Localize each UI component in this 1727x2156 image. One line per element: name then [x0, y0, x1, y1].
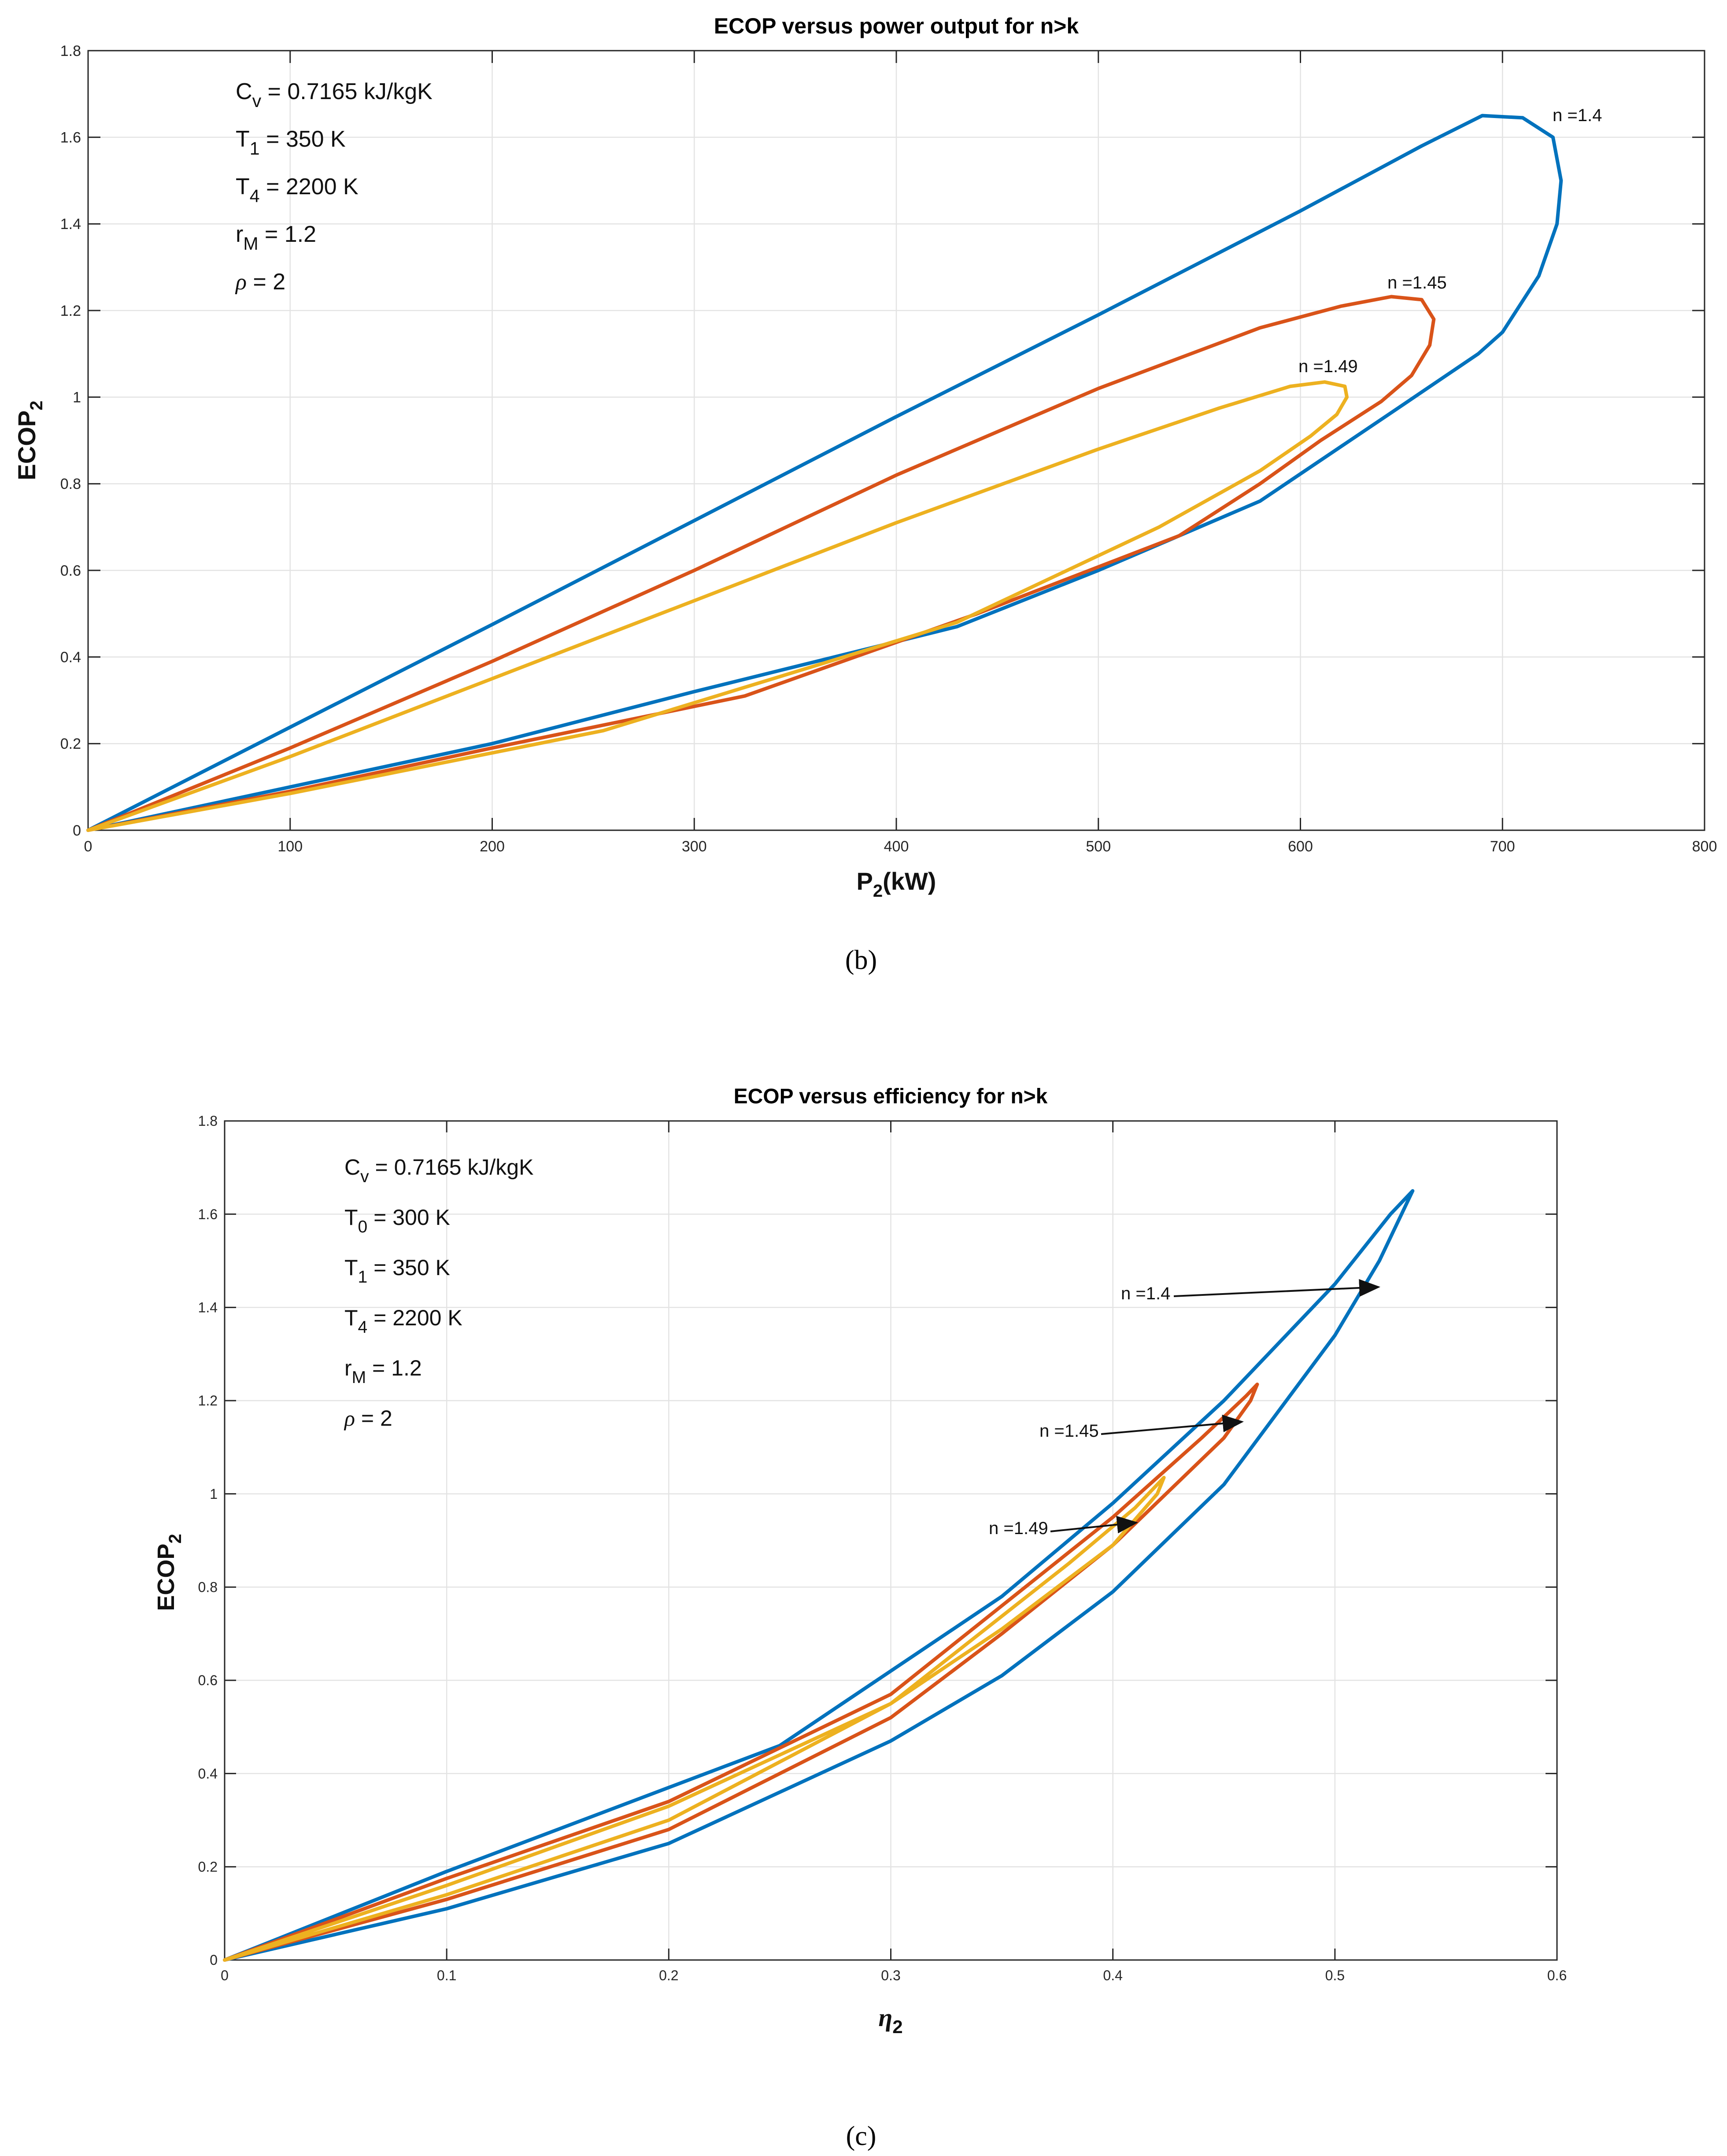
chart-title-c: ECOP versus efficiency for n>k [734, 1085, 1048, 1108]
x-tick-label: 0.1 [437, 1967, 456, 1983]
ticks-c: 0 0.1 0.2 0.3 0.4 0.5 0.6 0 0.2 0.4 0.6 0.8 1 1.2 1.4 1… [198, 1113, 1567, 1983]
x-tick-label: 0.5 [1325, 1967, 1345, 1983]
x-tick-label: 0.4 [1103, 1967, 1122, 1983]
y-axis-label-b: ECOP2 [13, 401, 46, 481]
series-line-145 [86, 295, 1436, 832]
grid-c [224, 1120, 1558, 1961]
y-tick-label: 0.8 [198, 1579, 218, 1595]
parameter-line: T1 = 350 K [236, 126, 346, 159]
parameter-line: ρ = 2 [344, 1406, 392, 1431]
series-b [86, 114, 1563, 832]
x-axis-label-c: η2 [878, 2003, 902, 2037]
y-tick-label: 0.4 [198, 1766, 218, 1782]
parameter-line: rM = 1.2 [344, 1356, 422, 1387]
annotation-label-c-n149: n =1.49 [989, 1519, 1048, 1538]
annotation-label-c-n145: n =1.45 [1039, 1421, 1099, 1441]
y-tick-label: 1.6 [198, 1206, 218, 1222]
y-tick-label: 0.2 [60, 736, 81, 752]
y-tick-label: 0.8 [60, 476, 81, 492]
y-tick-label: 1.2 [198, 1393, 218, 1409]
x-tick-label: 500 [1086, 838, 1111, 855]
series-line-149 [86, 380, 1349, 832]
y-tick-label: 1.6 [60, 129, 81, 146]
parameter-line: Cv = 0.7165 kJ/kgK [236, 79, 433, 111]
x-tick-label: 0.6 [1547, 1967, 1567, 1983]
annotation-label-c-n14: n =1.4 [1121, 1284, 1170, 1303]
x-tick-label: 0.3 [881, 1967, 900, 1983]
x-axis-label-b: P2(kW) [857, 867, 936, 901]
parameter-line: T4 = 2200 K [236, 174, 359, 206]
parameter-line: Cv = 0.7165 kJ/kgK [344, 1155, 533, 1186]
x-tick-label: 300 [682, 838, 707, 855]
series-line-145 [223, 1383, 1259, 1962]
parameter-line: ρ = 2 [235, 269, 285, 295]
y-tick-label: 1.8 [60, 43, 81, 59]
annotation-arrow-c-n145 [1101, 1414, 1244, 1435]
parameter-line: rM = 1.2 [236, 222, 316, 254]
ticks-b: 0 100 200 300 400 500 600 700 800 0 0.2 0.4 0.6 0.8 1 1… [60, 43, 1717, 855]
y-axis-label-c: ECOP2 [153, 1534, 185, 1611]
annotation-arrow-c-n149 [1050, 1516, 1138, 1534]
x-tick-label: 700 [1490, 838, 1515, 855]
annotation-c-n145: n =1.45 [1039, 1414, 1244, 1441]
y-tick-label: 0.4 [60, 649, 81, 666]
y-tick-label: 1.4 [60, 216, 81, 233]
curve-label-b-n14: n =1.4 [1553, 106, 1602, 125]
y-tick-label: 0 [210, 1952, 218, 1968]
annotation-c-n14: n =1.4 [1121, 1279, 1380, 1303]
chart-title-b: ECOP versus power output for n>k [714, 14, 1079, 38]
series-line-149 [223, 1476, 1166, 1962]
chart-b: 0 100 200 300 400 500 600 700 800 0 0.2 0.4 0.6 0.8 1 1… [13, 14, 1717, 975]
parameter-line: T0 = 300 K [344, 1205, 450, 1236]
x-tick-label: 0.2 [659, 1967, 678, 1983]
annotation-c-n149: n =1.49 [989, 1516, 1138, 1538]
y-tick-label: 0.6 [60, 562, 81, 579]
panel-label-b: (b) [845, 945, 877, 975]
y-tick-label: 1 [210, 1486, 218, 1502]
parameter-line: T4 = 2200 K [344, 1305, 462, 1337]
x-tick-label: 400 [884, 838, 909, 855]
chart-c: 0 0.1 0.2 0.3 0.4 0.5 0.6 0 0.2 0.4 0.6 0.8 1 1.2 1.4 1… [153, 1085, 1567, 2151]
x-tick-label: 0 [221, 1967, 229, 1983]
grid-b [87, 50, 1705, 831]
series-c [223, 1189, 1415, 1962]
curve-label-b-n149: n =1.49 [1298, 357, 1358, 376]
x-tick-label: 600 [1288, 838, 1313, 855]
y-tick-label: 0.6 [198, 1672, 218, 1688]
y-tick-label: 1.4 [198, 1300, 218, 1316]
y-tick-label: 1.8 [198, 1113, 218, 1129]
curve-label-b-n145: n =1.45 [1387, 273, 1447, 292]
x-tick-label: 800 [1692, 838, 1717, 855]
y-tick-label: 1.2 [60, 303, 81, 319]
parameter-line: T1 = 350 K [344, 1255, 450, 1287]
x-tick-label: 100 [277, 838, 303, 855]
x-tick-label: 0 [84, 838, 92, 855]
series-line-14 [223, 1189, 1415, 1962]
y-tick-label: 0.2 [198, 1859, 218, 1875]
x-tick-label: 200 [480, 838, 505, 855]
y-tick-label: 1 [73, 389, 81, 406]
panel-label-c: (c) [846, 2121, 876, 2151]
y-tick-label: 0 [73, 822, 81, 839]
parameter-box-c: Cv = 0.7165 kJ/kgK T0 = 300 K T1 = 350 K T4… [344, 1155, 533, 1431]
annotation-arrow-c-n14 [1173, 1279, 1380, 1297]
